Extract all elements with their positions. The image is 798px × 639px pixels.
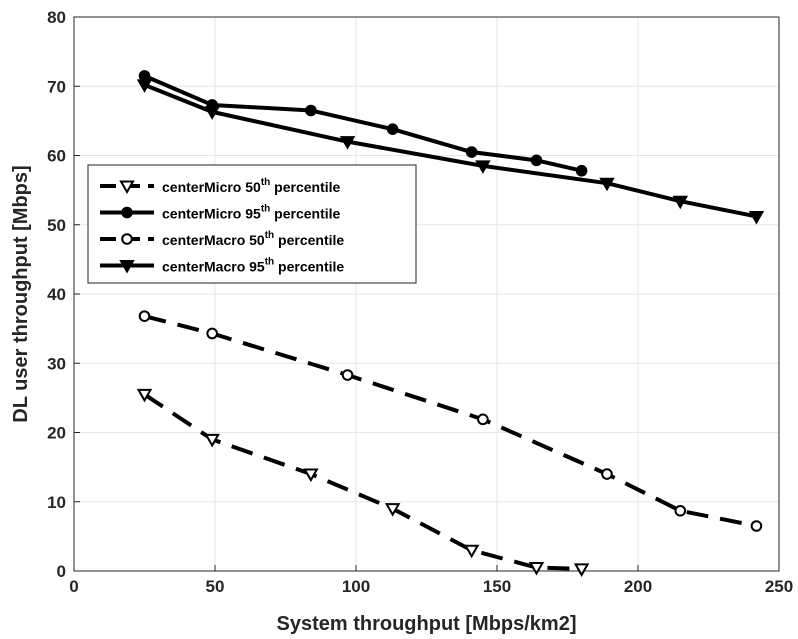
series-line	[144, 314, 757, 528]
legend-label: centerMicro 50th percentile	[162, 177, 341, 195]
data-point	[750, 520, 763, 532]
data-point	[339, 136, 356, 150]
y-tick-label: 50	[47, 216, 66, 235]
data-point	[599, 177, 615, 192]
data-point	[475, 160, 491, 174]
data-point	[303, 468, 319, 483]
data-point	[341, 369, 354, 381]
y-tick-label: 20	[47, 424, 66, 443]
x-tick-label: 100	[342, 577, 370, 596]
series-2	[138, 70, 588, 177]
data-point	[119, 180, 135, 195]
legend-box	[87, 164, 417, 284]
data-point	[138, 70, 151, 82]
y-tick-label: 70	[47, 77, 66, 96]
data-point	[204, 433, 220, 448]
data-point	[672, 195, 689, 210]
data-point	[573, 563, 590, 577]
y-tick-label: 0	[57, 562, 66, 581]
x-tick-label: 0	[69, 577, 78, 596]
data-point	[204, 106, 220, 120]
y-tick-label: 40	[47, 285, 66, 304]
data-point	[384, 503, 401, 517]
data-point	[121, 233, 133, 245]
axis-ticks: 0 50 100 150 200 250 0 10 20 30 40 50 60 70 80	[47, 8, 793, 596]
data-point	[136, 79, 153, 93]
series-line	[143, 74, 583, 173]
data-point	[477, 413, 489, 426]
y-tick-label: 10	[47, 493, 66, 512]
data-point	[206, 327, 218, 340]
data-point	[138, 310, 151, 322]
series-4	[136, 79, 765, 225]
data-point	[463, 544, 480, 559]
y-axis-title: DL user throughput [Mbps]	[10, 165, 32, 422]
x-tick-label: 250	[765, 577, 793, 596]
data-point	[386, 123, 399, 135]
data-point	[575, 164, 588, 177]
y-tick-label: 30	[47, 354, 66, 373]
legend-label: centerMacro 50th percentile	[162, 230, 344, 248]
data-point	[674, 504, 687, 517]
y-tick-label: 80	[47, 8, 66, 27]
data-point	[601, 468, 613, 480]
data-point	[530, 154, 543, 167]
y-tick-label: 60	[47, 147, 66, 166]
series-line	[143, 392, 582, 571]
x-tick-label: 150	[483, 577, 511, 596]
legend-label: centerMicro 95th percentile	[162, 204, 341, 222]
series-1	[136, 388, 590, 577]
data-point	[465, 146, 478, 158]
data-point	[119, 260, 135, 274]
data-point	[136, 388, 153, 403]
series-3	[138, 310, 763, 532]
legend: centerMicro 50th percentile centerMicro 9…	[87, 164, 417, 284]
series-group	[136, 70, 765, 577]
data-point	[305, 104, 317, 117]
legend-label: centerMacro 95th percentile	[162, 257, 344, 275]
data-point	[748, 210, 765, 225]
x-tick-label: 200	[624, 577, 652, 596]
data-point	[528, 562, 545, 576]
x-axis-title: System throughput [Mbps/km2]	[276, 613, 576, 635]
x-tick-label: 50	[206, 577, 225, 596]
data-point	[121, 206, 133, 219]
